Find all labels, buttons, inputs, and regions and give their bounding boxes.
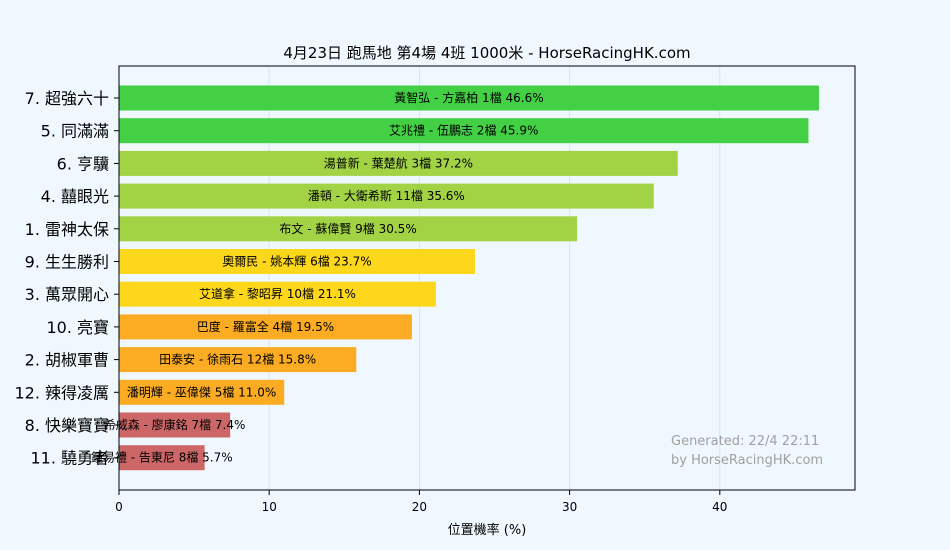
x-tick-label: 30 <box>562 500 577 514</box>
x-tick-label: 40 <box>712 500 727 514</box>
bar-label: 奧爾民 - 姚本輝 6檔 23.7% <box>222 255 371 269</box>
bar <box>119 379 285 405</box>
generated-annotation: Generated: 22/4 22:11 <box>671 434 819 449</box>
bars: 黃智弘 - 方嘉柏 1檔 46.6% 艾兆禮 - 伍鵬志 2檔 45.9% 湯普新 … <box>91 85 819 471</box>
x-axis-label: 位置機率 (%) <box>448 522 527 538</box>
y-tick-label: 4. 囍眼光 <box>41 187 109 206</box>
bar-label: 艾道拿 - 黎昭昇 10檔 21.1% <box>199 286 356 301</box>
x-axis: 0 10 20 30 40 <box>115 490 727 514</box>
y-tick-label: 9. 生生勝利 <box>25 253 109 272</box>
y-tick-label: 5. 同滿滿 <box>41 122 109 141</box>
bar <box>119 85 819 111</box>
bar-label: 潘頓 - 大衛希斯 11檔 35.6% <box>308 188 465 203</box>
y-tick-label: 11. 驍勇者 <box>30 449 109 468</box>
y-tick-label: 10. 亮寶 <box>46 318 109 337</box>
bar-label: 布文 - 蘇偉賢 9檔 30.5% <box>279 221 416 236</box>
bar-label: 黃智弘 - 方嘉柏 1檔 46.6% <box>394 90 543 105</box>
bar <box>119 347 357 373</box>
bar-label: 潘明輝 - 巫偉傑 5檔 11.0% <box>127 385 276 399</box>
y-tick-label: 2. 胡椒軍曹 <box>25 351 109 370</box>
bar <box>119 412 231 438</box>
bar <box>119 118 809 144</box>
bar-label: 艾兆禮 - 伍鵬志 2檔 45.9% <box>389 124 538 138</box>
bar-label: 田泰安 - 徐雨石 12檔 15.8% <box>159 352 316 367</box>
bar <box>119 183 654 209</box>
bar <box>119 216 578 242</box>
bar-label: 希威森 - 廖康銘 7檔 7.4% <box>104 417 246 432</box>
bar <box>119 314 412 340</box>
source-annotation: by HorseRacingHK.com <box>671 453 823 468</box>
chart-title: 4月23日 跑馬地 第4場 4班 1000米 - HorseRacingHK.c… <box>283 44 690 62</box>
bar-label: 湯普新 - 葉楚航 3檔 37.2% <box>324 155 473 170</box>
x-tick-label: 10 <box>262 500 277 514</box>
y-tick-label: 7. 超強六十 <box>25 89 109 108</box>
x-tick-label: 0 <box>115 500 123 514</box>
y-tick-label: 3. 萬眾開心 <box>25 285 109 304</box>
bar-label: 鍾易禮 - 告東尼 8檔 5.7% <box>91 451 233 465</box>
bar-label: 巴度 - 羅富全 4檔 19.5% <box>197 319 334 334</box>
y-tick-label: 1. 雷神太保 <box>25 220 109 239</box>
y-tick-label: 12. 辣得凌厲 <box>14 383 109 402</box>
y-axis: 7. 超強六十 5. 同滿滿 6. 亨驥 4. 囍眼光 1. 雷神太保 9. 生生勝利 3.… <box>14 89 119 468</box>
x-tick-label: 20 <box>412 500 427 514</box>
bar <box>119 249 475 274</box>
bar <box>119 445 205 471</box>
plot-frame <box>118 65 856 491</box>
bar <box>119 281 436 307</box>
y-tick-label: 6. 亨驥 <box>57 154 109 173</box>
bar <box>119 150 678 176</box>
y-tick-label: 8. 快樂寶寶 <box>25 416 109 435</box>
